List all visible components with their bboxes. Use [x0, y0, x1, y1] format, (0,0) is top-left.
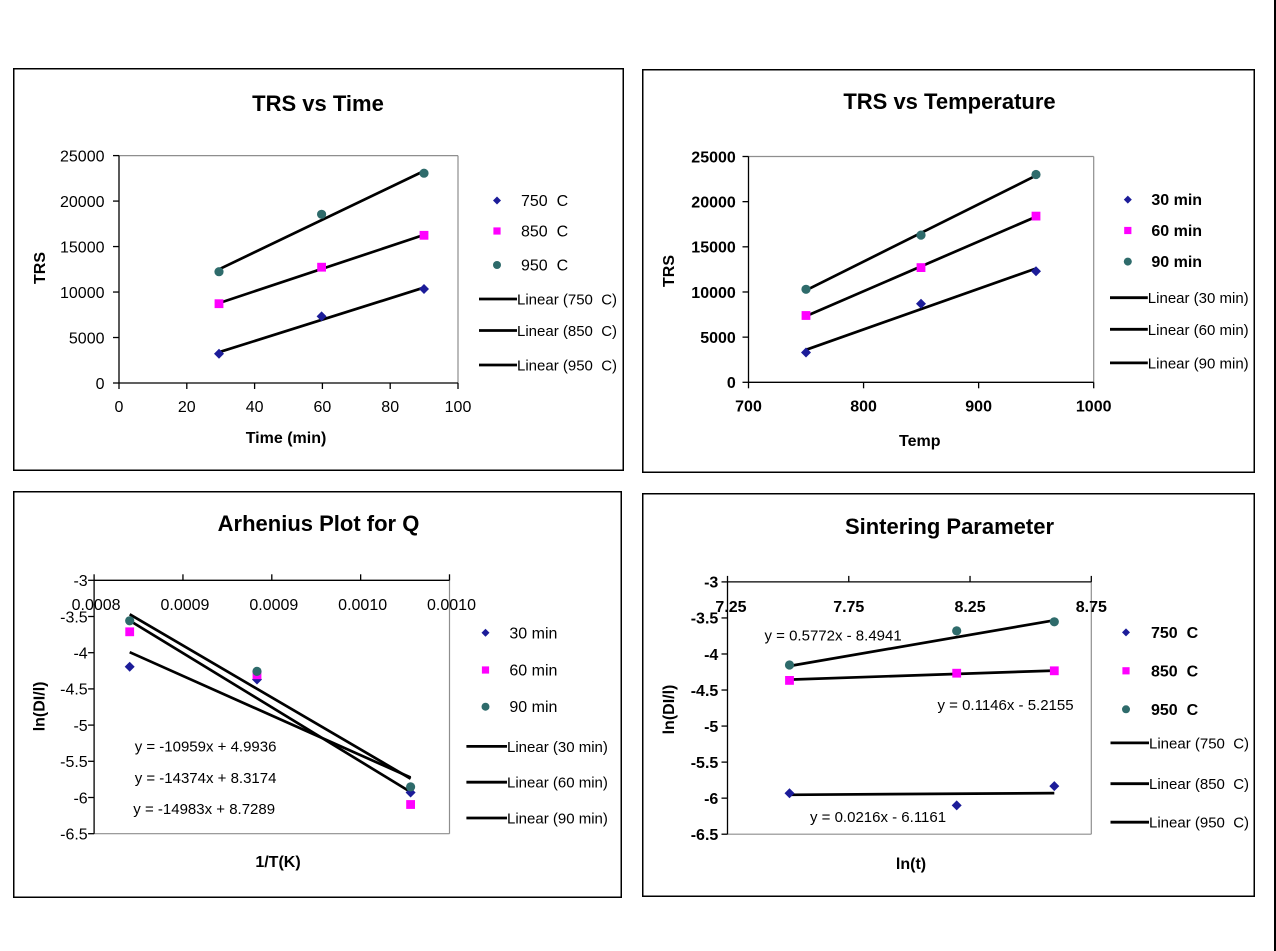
svg-text:-4: -4 — [704, 647, 718, 664]
svg-text:TRS: TRS — [661, 255, 678, 287]
svg-text:10000: 10000 — [60, 285, 105, 302]
svg-text:Linear (30 min): Linear (30 min) — [1148, 290, 1249, 307]
svg-text:-6.5: -6.5 — [691, 827, 719, 844]
svg-text:5000: 5000 — [700, 330, 736, 347]
svg-text:Linear (950 C): Linear (950 C) — [517, 358, 617, 375]
svg-text:y = -14374x + 8.3174: y = -14374x + 8.3174 — [135, 770, 277, 787]
svg-text:TRS vs Time: TRS vs Time — [252, 91, 384, 116]
svg-text:-3: -3 — [73, 573, 87, 590]
svg-text:1000: 1000 — [1076, 399, 1112, 416]
svg-text:30 min: 30 min — [1151, 192, 1202, 209]
svg-text:y = 0.5772x - 8.4941: y = 0.5772x - 8.4941 — [765, 627, 902, 644]
svg-text:-6: -6 — [704, 791, 718, 808]
svg-text:950 C: 950 C — [1151, 702, 1199, 719]
svg-text:Linear (60 min): Linear (60 min) — [507, 775, 608, 792]
svg-text:-5.5: -5.5 — [691, 755, 719, 772]
svg-text:90 min: 90 min — [1151, 254, 1202, 271]
svg-text:Linear (90 min): Linear (90 min) — [507, 811, 608, 828]
svg-text:25000: 25000 — [60, 148, 105, 165]
svg-text:80: 80 — [381, 399, 399, 416]
svg-text:y = -10959x + 4.9936: y = -10959x + 4.9936 — [135, 738, 277, 755]
svg-text:8.75: 8.75 — [1076, 599, 1107, 616]
svg-text:0: 0 — [727, 375, 736, 392]
svg-text:-4.5: -4.5 — [60, 682, 88, 699]
svg-text:Linear (750 C): Linear (750 C) — [517, 292, 617, 309]
svg-text:0: 0 — [115, 399, 124, 416]
svg-text:Time (min): Time (min) — [246, 430, 327, 447]
svg-text:Linear (750 C): Linear (750 C) — [1149, 735, 1249, 752]
svg-text:Temp: Temp — [899, 433, 941, 450]
svg-text:20: 20 — [178, 399, 196, 416]
svg-text:0.0010: 0.0010 — [427, 597, 476, 614]
svg-text:ln(t): ln(t) — [896, 856, 926, 873]
svg-text:-3.5: -3.5 — [60, 609, 88, 626]
svg-text:0: 0 — [96, 376, 105, 393]
svg-text:20000: 20000 — [60, 194, 105, 211]
svg-text:-4: -4 — [73, 646, 87, 663]
svg-text:-6.5: -6.5 — [60, 827, 88, 844]
svg-text:y = 0.0216x - 6.1161: y = 0.0216x - 6.1161 — [810, 809, 946, 826]
svg-text:15000: 15000 — [691, 240, 736, 257]
svg-text:5000: 5000 — [69, 330, 105, 347]
svg-text:30 min: 30 min — [509, 625, 557, 642]
svg-text:Linear (60 min): Linear (60 min) — [1148, 322, 1249, 339]
svg-text:20000: 20000 — [691, 194, 736, 211]
svg-text:15000: 15000 — [60, 239, 105, 256]
svg-text:100: 100 — [445, 399, 472, 416]
svg-text:Linear (850 C): Linear (850 C) — [1149, 776, 1249, 793]
svg-text:TRS: TRS — [32, 252, 49, 284]
svg-text:40: 40 — [246, 399, 264, 416]
svg-text:90 min: 90 min — [509, 699, 557, 716]
svg-text:ln(DI/l): ln(DI/l) — [661, 685, 678, 735]
svg-text:800: 800 — [850, 399, 877, 416]
svg-text:1/T(K): 1/T(K) — [255, 854, 300, 871]
svg-text:-3: -3 — [704, 575, 718, 592]
svg-text:900: 900 — [965, 399, 992, 416]
svg-text:60 min: 60 min — [1151, 223, 1202, 240]
svg-text:Linear (850 C): Linear (850 C) — [517, 323, 617, 340]
svg-text:-4.5: -4.5 — [691, 683, 719, 700]
svg-text:750 C: 750 C — [521, 193, 568, 210]
svg-text:8.25: 8.25 — [954, 599, 985, 616]
svg-text:25000: 25000 — [691, 149, 736, 166]
svg-text:Arhenius Plot for Q: Arhenius Plot for Q — [218, 511, 420, 536]
svg-text:-5: -5 — [704, 719, 718, 736]
svg-text:750 C: 750 C — [1151, 625, 1199, 642]
svg-text:7.75: 7.75 — [833, 599, 864, 616]
svg-text:Linear (90 min): Linear (90 min) — [1148, 355, 1249, 372]
svg-text:TRS vs Temperature: TRS vs Temperature — [843, 89, 1055, 114]
svg-text:y = -14983x + 8.7289: y = -14983x + 8.7289 — [133, 801, 275, 818]
svg-text:Sintering Parameter: Sintering Parameter — [845, 514, 1055, 539]
svg-text:0.0009: 0.0009 — [160, 597, 209, 614]
svg-text:y = 0.1146x - 5.2155: y = 0.1146x - 5.2155 — [938, 697, 1074, 714]
svg-text:-5: -5 — [73, 718, 87, 735]
svg-text:0.0009: 0.0009 — [249, 597, 298, 614]
svg-text:700: 700 — [735, 399, 762, 416]
svg-text:0.0010: 0.0010 — [338, 597, 387, 614]
svg-text:7.25: 7.25 — [715, 599, 746, 616]
svg-text:-5.5: -5.5 — [60, 754, 88, 771]
svg-text:850 C: 850 C — [1151, 663, 1199, 680]
svg-text:Linear (950 C): Linear (950 C) — [1149, 815, 1249, 832]
svg-text:60: 60 — [314, 399, 332, 416]
svg-text:0.0008: 0.0008 — [72, 597, 121, 614]
svg-text:850 C: 850 C — [521, 224, 568, 241]
svg-text:950 C: 950 C — [521, 258, 568, 275]
svg-text:-6: -6 — [73, 790, 87, 807]
svg-text:ln(DI/l): ln(DI/l) — [32, 682, 49, 732]
svg-text:60 min: 60 min — [509, 663, 557, 680]
svg-text:Linear (30 min): Linear (30 min) — [507, 739, 608, 756]
svg-text:10000: 10000 — [691, 285, 736, 302]
svg-text:-3.5: -3.5 — [691, 611, 719, 628]
